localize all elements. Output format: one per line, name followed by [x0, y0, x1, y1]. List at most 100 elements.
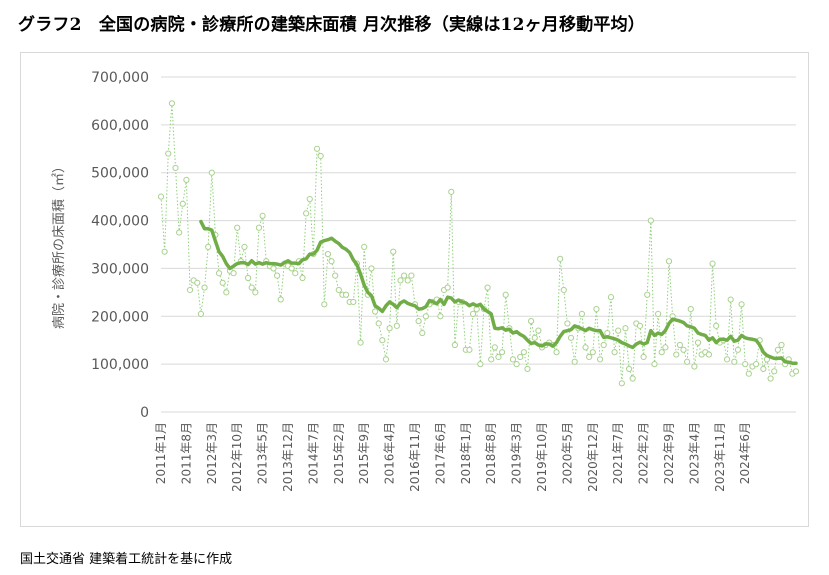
monthly-point: [197, 310, 205, 317]
monthly-point: [655, 310, 662, 317]
monthly-point: [662, 344, 669, 351]
monthly-point: [324, 250, 332, 258]
monthly-point: [611, 349, 618, 356]
monthly-point: [404, 277, 411, 284]
monthly-point: [651, 361, 658, 368]
monthly-point: [393, 322, 400, 329]
monthly-point: [625, 365, 633, 373]
monthly-point: [705, 351, 713, 358]
monthly-point: [792, 368, 800, 375]
monthly-point: [495, 353, 502, 361]
monthly-point: [270, 265, 277, 272]
monthly-point: [778, 341, 785, 349]
monthly-point: [491, 344, 498, 351]
monthly-point: [509, 356, 517, 363]
monthly-point: [687, 306, 694, 313]
monthly-point: [531, 334, 538, 341]
monthly-point: [760, 365, 767, 373]
x-tick-label: 2011年1月: [154, 422, 168, 484]
monthly-point: [734, 346, 742, 353]
monthly-point: [223, 289, 230, 296]
x-tick-label: 2021年7月: [611, 422, 625, 484]
monthly-point: [335, 286, 342, 294]
monthly-point: [361, 243, 368, 250]
monthly-point: [673, 351, 680, 358]
monthly-point: [520, 349, 527, 356]
monthly-point: [774, 346, 781, 353]
monthly-point: [397, 277, 404, 284]
y-axis-label: 病院・診療所の床面積（㎡）: [51, 160, 67, 329]
monthly-point: [194, 279, 201, 286]
monthly-point: [437, 313, 444, 320]
x-tick-label: 2024年6月: [738, 422, 752, 484]
monthly-point: [288, 265, 295, 272]
monthly-point: [390, 248, 397, 255]
x-tick-label: 2014年7月: [306, 422, 320, 484]
y-tick-label: 0: [140, 405, 149, 421]
x-tick-label: 2017年6月: [433, 422, 447, 484]
monthly-point: [684, 358, 691, 365]
monthly-point: [342, 291, 350, 298]
monthly-point: [640, 353, 647, 361]
monthly-point: [252, 289, 259, 296]
x-tick-label: 2011年8月: [179, 422, 193, 484]
monthly-point: [419, 329, 426, 337]
monthly-point: [629, 375, 636, 382]
monthly-point: [215, 270, 223, 277]
x-tick-label: 2018年1月: [459, 422, 473, 484]
x-tick-label: 2016年4月: [383, 422, 397, 484]
monthly-point: [513, 361, 520, 368]
monthly-point: [274, 272, 281, 279]
monthly-point: [691, 363, 698, 370]
monthly-point: [371, 308, 379, 315]
monthly-point: [731, 358, 738, 365]
monthly-point: [248, 284, 255, 291]
monthly-point: [165, 150, 172, 157]
monthly-point: [259, 212, 266, 219]
monthly-point: [179, 200, 186, 207]
line-chart: 0 100,000 200,000 300,000 400,000 500,000 600,…: [51, 70, 800, 492]
monthly-point: [578, 310, 586, 317]
monthly-point: [219, 279, 226, 286]
monthly-point: [517, 353, 524, 361]
monthly-point: [477, 361, 484, 368]
monthly-point: [723, 356, 731, 363]
x-tick-label: 2023年11月: [713, 422, 727, 492]
x-tick-label: 2022年9月: [662, 422, 676, 484]
x-tick-label: 2023年4月: [687, 422, 701, 484]
monthly-point: [553, 349, 560, 356]
monthly-point: [469, 310, 477, 317]
monthly-point: [600, 341, 607, 349]
monthly-point: [752, 361, 760, 368]
x-tick-label: 2020年12月: [586, 422, 600, 492]
x-tick-label: 2012年3月: [205, 422, 219, 484]
y-tick-label: 700,000: [91, 70, 149, 86]
y-tick-label: 500,000: [91, 166, 149, 182]
monthly-point: [586, 353, 593, 361]
monthly-point: [183, 176, 190, 183]
monthly-point: [738, 301, 745, 308]
monthly-point: [350, 298, 357, 306]
x-tick-label: 2019年3月: [510, 422, 524, 484]
monthly-point: [244, 274, 252, 282]
monthly-point: [524, 365, 531, 373]
x-tick-label: 2012年10月: [230, 422, 244, 492]
monthly-point: [328, 258, 335, 265]
monthly-point: [528, 317, 535, 325]
y-tick-label: 200,000: [91, 309, 149, 325]
monthly-point: [596, 356, 604, 363]
page-title: グラフ2 全国の病院・診療所の建築床面積 月次推移（実線は12ヶ月移動平均）: [18, 15, 646, 35]
monthly-point: [444, 284, 451, 291]
monthly-point: [560, 286, 567, 294]
monthly-point: [401, 272, 408, 279]
monthly-point: [488, 356, 495, 363]
monthly-point: [557, 255, 564, 262]
monthly-point: [176, 229, 183, 236]
monthly-point: [186, 286, 194, 294]
monthly-point: [484, 284, 491, 291]
monthly-point: [255, 224, 263, 231]
monthly-point: [379, 337, 386, 344]
monthly-point: [742, 361, 749, 368]
x-tick-label: 2020年5月: [560, 422, 574, 484]
monthly-point: [306, 195, 313, 203]
